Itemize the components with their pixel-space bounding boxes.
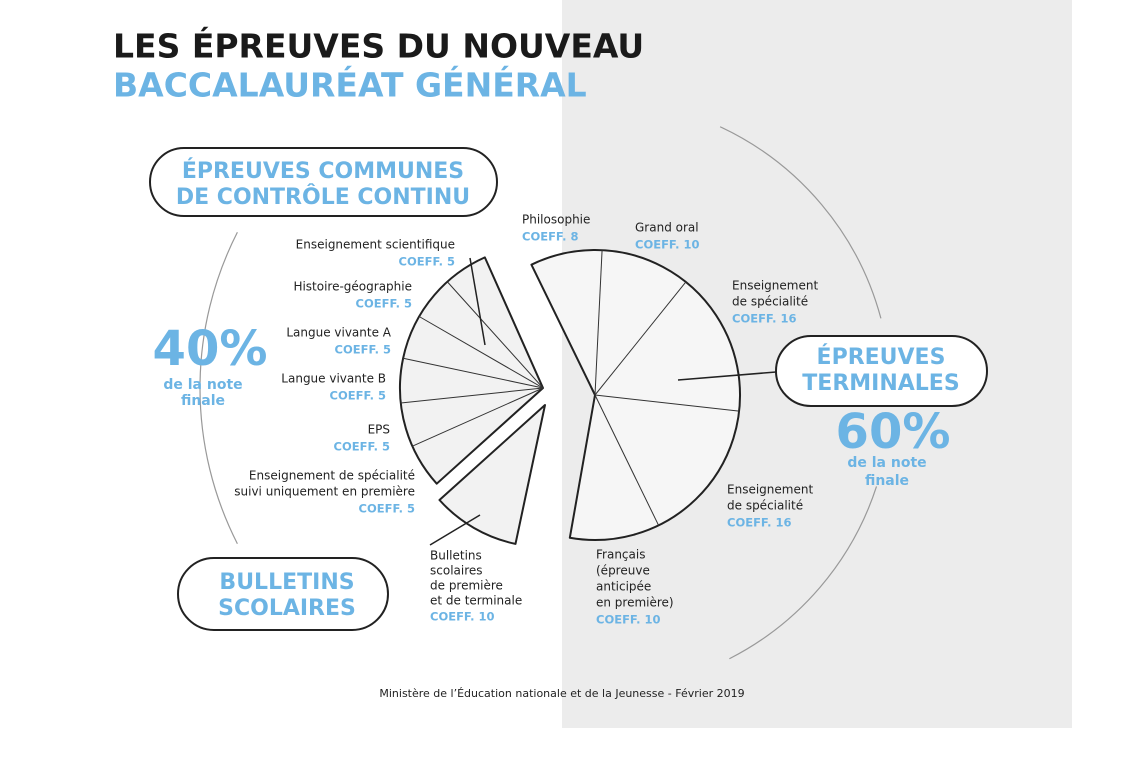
item-name: (épreuve [596,564,650,578]
group-arc [729,486,878,660]
item-name: Bulletins [430,549,482,563]
leader-line [429,514,481,546]
item-name: scolaires [430,564,483,578]
report-cards-wedge [438,404,546,545]
item-coeff: COEFF. 10 [635,238,699,252]
box-label: BULLETINS [219,570,354,595]
item-name: et de terminale [430,594,522,608]
source: Ministère de l’Éducation nationale et de… [379,687,744,700]
item-coeff: COEFF. 5 [359,502,415,516]
item-name: de première [430,579,503,593]
group-arc [719,126,882,319]
item-name: Français [596,548,645,562]
title: BACCALAURÉAT GÉNÉRAL [113,65,587,105]
item-name: en première) [596,596,674,610]
slice-divider [594,250,603,396]
item-coeff: COEFF. 16 [732,312,796,326]
slice-divider [412,387,544,447]
share-note: de la note [163,377,242,393]
item-name: Histoire-géographie [293,280,412,294]
box-label: TERMINALES [802,371,959,396]
share: 40% [153,321,268,377]
share-note: finale [865,473,909,489]
item-name: de spécialité [727,499,803,513]
slice-divider [400,387,544,404]
item-name: Langue vivante A [286,326,391,340]
item-name: suivi uniquement en première [234,485,415,499]
box-label: SCOLAIRES [218,596,356,621]
diagram [149,126,988,660]
leader-line [469,257,486,346]
slice-divider [594,281,687,396]
box-label: ÉPREUVES [817,344,946,370]
item-name: de spécialité [732,295,808,309]
item-name: Enseignement de spécialité [249,469,415,483]
item-name: Enseignement [727,483,813,497]
item-name: Enseignement scientifique [296,238,455,252]
slice-divider [594,394,660,526]
slice-divider [403,357,544,389]
box-label: DE CONTRÔLE CONTINU [176,184,470,210]
item-name: Philosophie [522,213,590,227]
item-coeff: COEFF. 5 [334,440,390,454]
slice-divider [418,316,544,389]
item-name: Grand oral [635,221,699,235]
item-coeff: COEFF. 5 [330,389,386,403]
item-name: Langue vivante B [281,372,386,386]
slice-divider [594,394,740,412]
item-coeff: COEFF. 16 [727,516,791,530]
callout-box [149,147,498,217]
item-coeff: COEFF. 10 [596,613,660,627]
item-coeff: COEFF. 10 [430,610,494,624]
share: 60% [836,404,951,460]
title: LES ÉPREUVES DU NOUVEAU [113,26,644,66]
box-label: ÉPREUVES COMMUNES [182,158,464,184]
group-arc [199,232,238,544]
slice-divider [446,281,544,389]
item-coeff: COEFF. 5 [356,297,412,311]
item-coeff: COEFF. 8 [522,230,578,244]
item-name: EPS [368,423,390,437]
item-coeff: COEFF. 5 [335,343,391,357]
leader-line [677,371,777,381]
callout-box [177,557,389,631]
share-note: finale [181,393,225,409]
item-coeff: COEFF. 5 [399,255,455,269]
common-exams-wedge [399,256,544,485]
callout-box [775,335,988,407]
item-name: anticipée [596,580,651,594]
share-note: de la note [847,455,926,471]
item-name: Enseignement [732,279,818,293]
